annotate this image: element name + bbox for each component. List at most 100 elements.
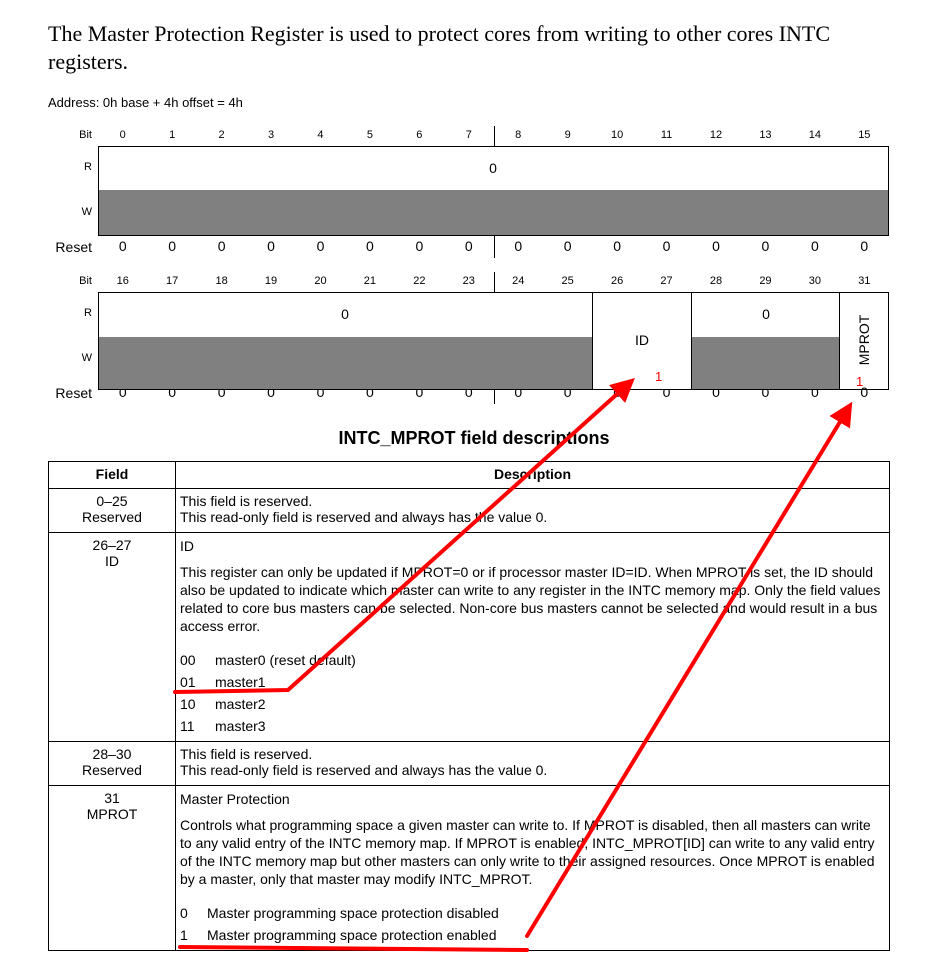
bit-number: 10 [610, 129, 624, 141]
bit-number: 14 [808, 129, 821, 141]
reset-value: 0 [316, 238, 325, 254]
reset-value: 0 [168, 384, 177, 400]
bit-number: 28 [709, 275, 723, 287]
field-bits: 26–27 [92, 537, 132, 553]
reset-value: 0 [662, 238, 671, 254]
bit-number: 29 [759, 275, 772, 287]
bit-number: 5 [366, 129, 373, 141]
header-description: Description [175, 461, 890, 489]
bit-number: 24 [512, 275, 525, 287]
encoding-item: 01 master1 [180, 674, 266, 690]
desc-heading: Master Protection [180, 791, 290, 807]
encoding-item: 0 Master programming space protection dis… [180, 905, 499, 921]
field-value: 0 [762, 306, 770, 322]
w-label: W [81, 206, 92, 218]
reset-value: 0 [563, 238, 572, 254]
bit-number: 20 [314, 275, 327, 287]
bit-number: 25 [561, 275, 574, 287]
write-reserved [99, 337, 593, 389]
encoding-item: 1 Master programming space protection ena… [180, 927, 497, 943]
bit-number: 26 [610, 275, 624, 287]
field-name-mprot: MPROT [856, 314, 872, 366]
field-name-id: ID [635, 332, 649, 348]
reset-value: 0 [761, 238, 770, 254]
bit-label: Bit [79, 129, 92, 141]
reset-value: 0 [118, 238, 127, 254]
bit-number: 8 [515, 129, 522, 141]
field-bits: 28–30 [92, 746, 132, 762]
reset-value: 0 [366, 238, 374, 254]
bit-label: Bit [79, 275, 92, 287]
bit-number: 16 [116, 275, 129, 287]
field-name: Reserved [82, 509, 142, 525]
desc-line: This field is reserved. [180, 746, 313, 762]
field-value: 0 [489, 160, 497, 176]
write-reserved [692, 337, 840, 389]
bit-number: 27 [660, 275, 673, 287]
table-header-row: Field Description [48, 461, 890, 489]
desc-body: Controls what programming space a given … [180, 817, 875, 887]
reset-value: 0 [464, 238, 473, 254]
reset-value: 0 [860, 238, 869, 254]
field-reserved-0-15 [98, 146, 889, 236]
encoding-list: 00 master0 (reset default) 01 master1 10 ma… [180, 649, 885, 737]
reset-label: Reset [55, 239, 92, 255]
bit-number: 31 [858, 275, 871, 287]
address-text: Address: 0h base + 4h offset = 4h [48, 95, 243, 110]
bit-number: 9 [564, 129, 571, 141]
r-label: R [84, 161, 92, 173]
table-row: 31 MPROT Master Protection Controls what p… [48, 785, 890, 951]
bit-number: 23 [462, 275, 475, 287]
desc-body: This register can only be updated if MPR… [180, 564, 881, 634]
bit-number: 11 [660, 129, 673, 141]
reset-value: 0 [712, 238, 720, 254]
reset-value: 0 [860, 384, 869, 400]
write-reserved [99, 190, 888, 235]
bit-number: 2 [218, 129, 225, 141]
intro-text: The Master Protection Register is used t… [48, 21, 831, 74]
desc-line: This field is reserved. [180, 493, 313, 509]
r-label: R [84, 307, 92, 319]
bit-number: 7 [465, 129, 472, 141]
bit-number: 22 [413, 275, 426, 287]
reset-value: 0 [712, 384, 720, 400]
field-bits: 0–25 [96, 493, 128, 509]
field-name: Reserved [82, 762, 142, 778]
reset-value: 0 [761, 384, 770, 400]
table-row: 26–27 ID ID This register can only be upda… [48, 532, 890, 742]
annotation-value-mprot: 1 [856, 374, 864, 389]
desc-heading: ID [180, 538, 194, 554]
encoding-item: 11 master3 [180, 718, 266, 734]
field-mprot [839, 292, 889, 390]
table-row: 28–30 Reserved This field is reserved. Thi… [48, 741, 890, 786]
bit-number: 0 [119, 129, 126, 141]
encoding-list: 0 Master programming space protection dis… [180, 902, 885, 946]
bit-number: 30 [808, 275, 821, 287]
bit-number: 4 [317, 129, 324, 141]
field-value: 0 [341, 306, 349, 322]
encoding-item: 10 master2 [180, 696, 266, 712]
table-title: INTC_MPROT field descriptions [338, 428, 610, 448]
byte-divider [493, 272, 495, 292]
field-id [592, 292, 692, 390]
reset-value: 0 [217, 238, 226, 254]
reset-value: 0 [415, 238, 424, 254]
field-bits: 31 [104, 790, 120, 806]
reset-value: 0 [118, 384, 127, 400]
bit-number: 17 [166, 275, 179, 287]
field-descriptions-table: Field Description 0–25 Reserved This fiel… [48, 461, 890, 951]
annotation-value-id: 1 [655, 369, 663, 384]
reset-label: Reset [55, 385, 92, 401]
bit-number: 13 [759, 129, 772, 141]
bit-number: 6 [416, 129, 423, 141]
reset-value: 0 [168, 238, 177, 254]
bit-number: 21 [363, 275, 377, 287]
bit-number: 1 [169, 129, 176, 141]
reset-value: 0 [810, 384, 819, 400]
header-field: Field [48, 461, 176, 489]
reset-value: 0 [267, 238, 275, 254]
field-name: ID [105, 553, 119, 569]
bit-number: 3 [267, 129, 275, 141]
reset-value: 0 [662, 384, 671, 400]
byte-divider [493, 236, 495, 258]
